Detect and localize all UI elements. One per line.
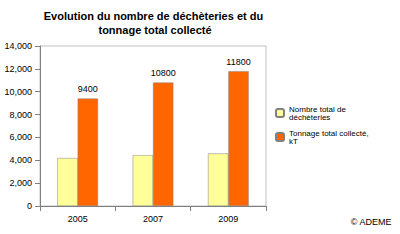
svg-text:6,000: 6,000 bbox=[9, 132, 32, 142]
svg-text:14,000: 14,000 bbox=[4, 41, 32, 51]
svg-text:9400: 9400 bbox=[78, 84, 98, 94]
svg-text:12,000: 12,000 bbox=[4, 64, 32, 74]
svg-text:2005: 2005 bbox=[68, 214, 88, 224]
svg-text:2,000: 2,000 bbox=[9, 178, 32, 188]
svg-text:11800: 11800 bbox=[226, 57, 250, 67]
svg-text:4,000: 4,000 bbox=[9, 155, 32, 165]
svg-text:déchèteries: déchèteries bbox=[289, 113, 330, 122]
svg-text:10,000: 10,000 bbox=[4, 87, 32, 97]
svg-text:2009: 2009 bbox=[218, 214, 238, 224]
svg-text:0: 0 bbox=[27, 201, 32, 211]
svg-text:Tonnage total collecté,: Tonnage total collecté, bbox=[289, 129, 371, 138]
svg-text:© ADEME: © ADEME bbox=[351, 217, 392, 227]
svg-text:2007: 2007 bbox=[143, 214, 163, 224]
svg-text:Nombre total de: Nombre total de bbox=[289, 104, 349, 114]
svg-text:10800: 10800 bbox=[151, 68, 176, 78]
svg-text:8,000: 8,000 bbox=[9, 110, 32, 120]
svg-text:Evolution du nombre de déchète: Evolution du nombre de déchèteries et du bbox=[44, 10, 266, 22]
svg-text:kT: kT bbox=[289, 137, 298, 146]
svg-text:tonnage total collecté: tonnage total collecté bbox=[98, 24, 211, 36]
